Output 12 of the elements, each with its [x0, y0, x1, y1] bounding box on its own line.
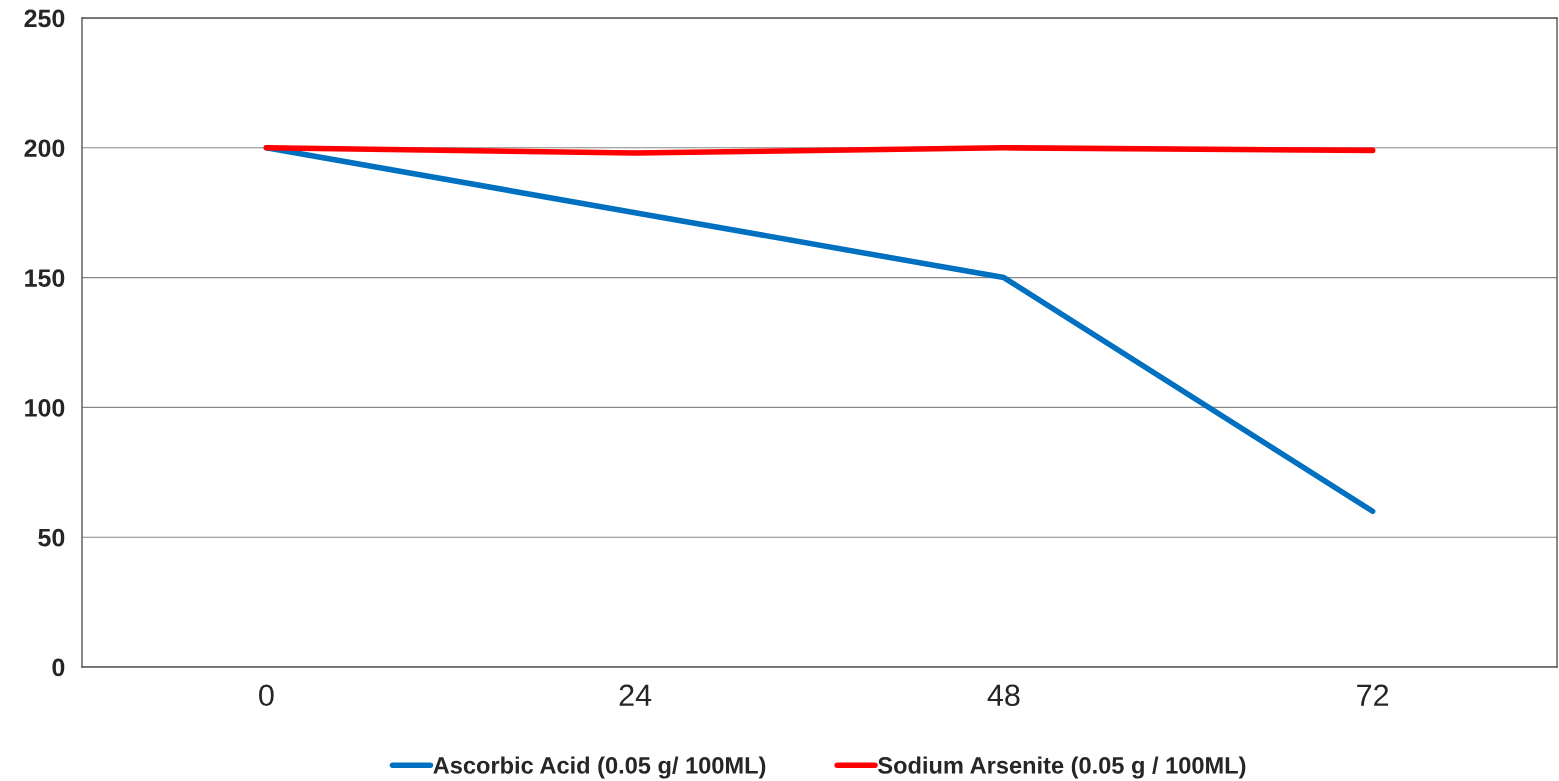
- x-tick-label: 72: [1357, 684, 1389, 706]
- y-tick-label: 0: [52, 658, 65, 677]
- y-tick-label: 200: [24, 139, 65, 158]
- y-tick-label: 100: [25, 399, 65, 417]
- legend-label: Sodium Arsenite (0.05 g / 100ML): [878, 756, 1246, 779]
- x-tick-label: 24: [619, 684, 652, 706]
- legend-label: Ascorbic Acid (0.05 g/ 100ML): [433, 756, 766, 779]
- y-tick-label: 150: [25, 269, 65, 287]
- x-tick-label: 48: [987, 684, 1020, 707]
- y-tick-label: 250: [24, 9, 65, 28]
- x-tick-label: 0: [259, 684, 274, 707]
- y-tick-label: 50: [38, 528, 65, 547]
